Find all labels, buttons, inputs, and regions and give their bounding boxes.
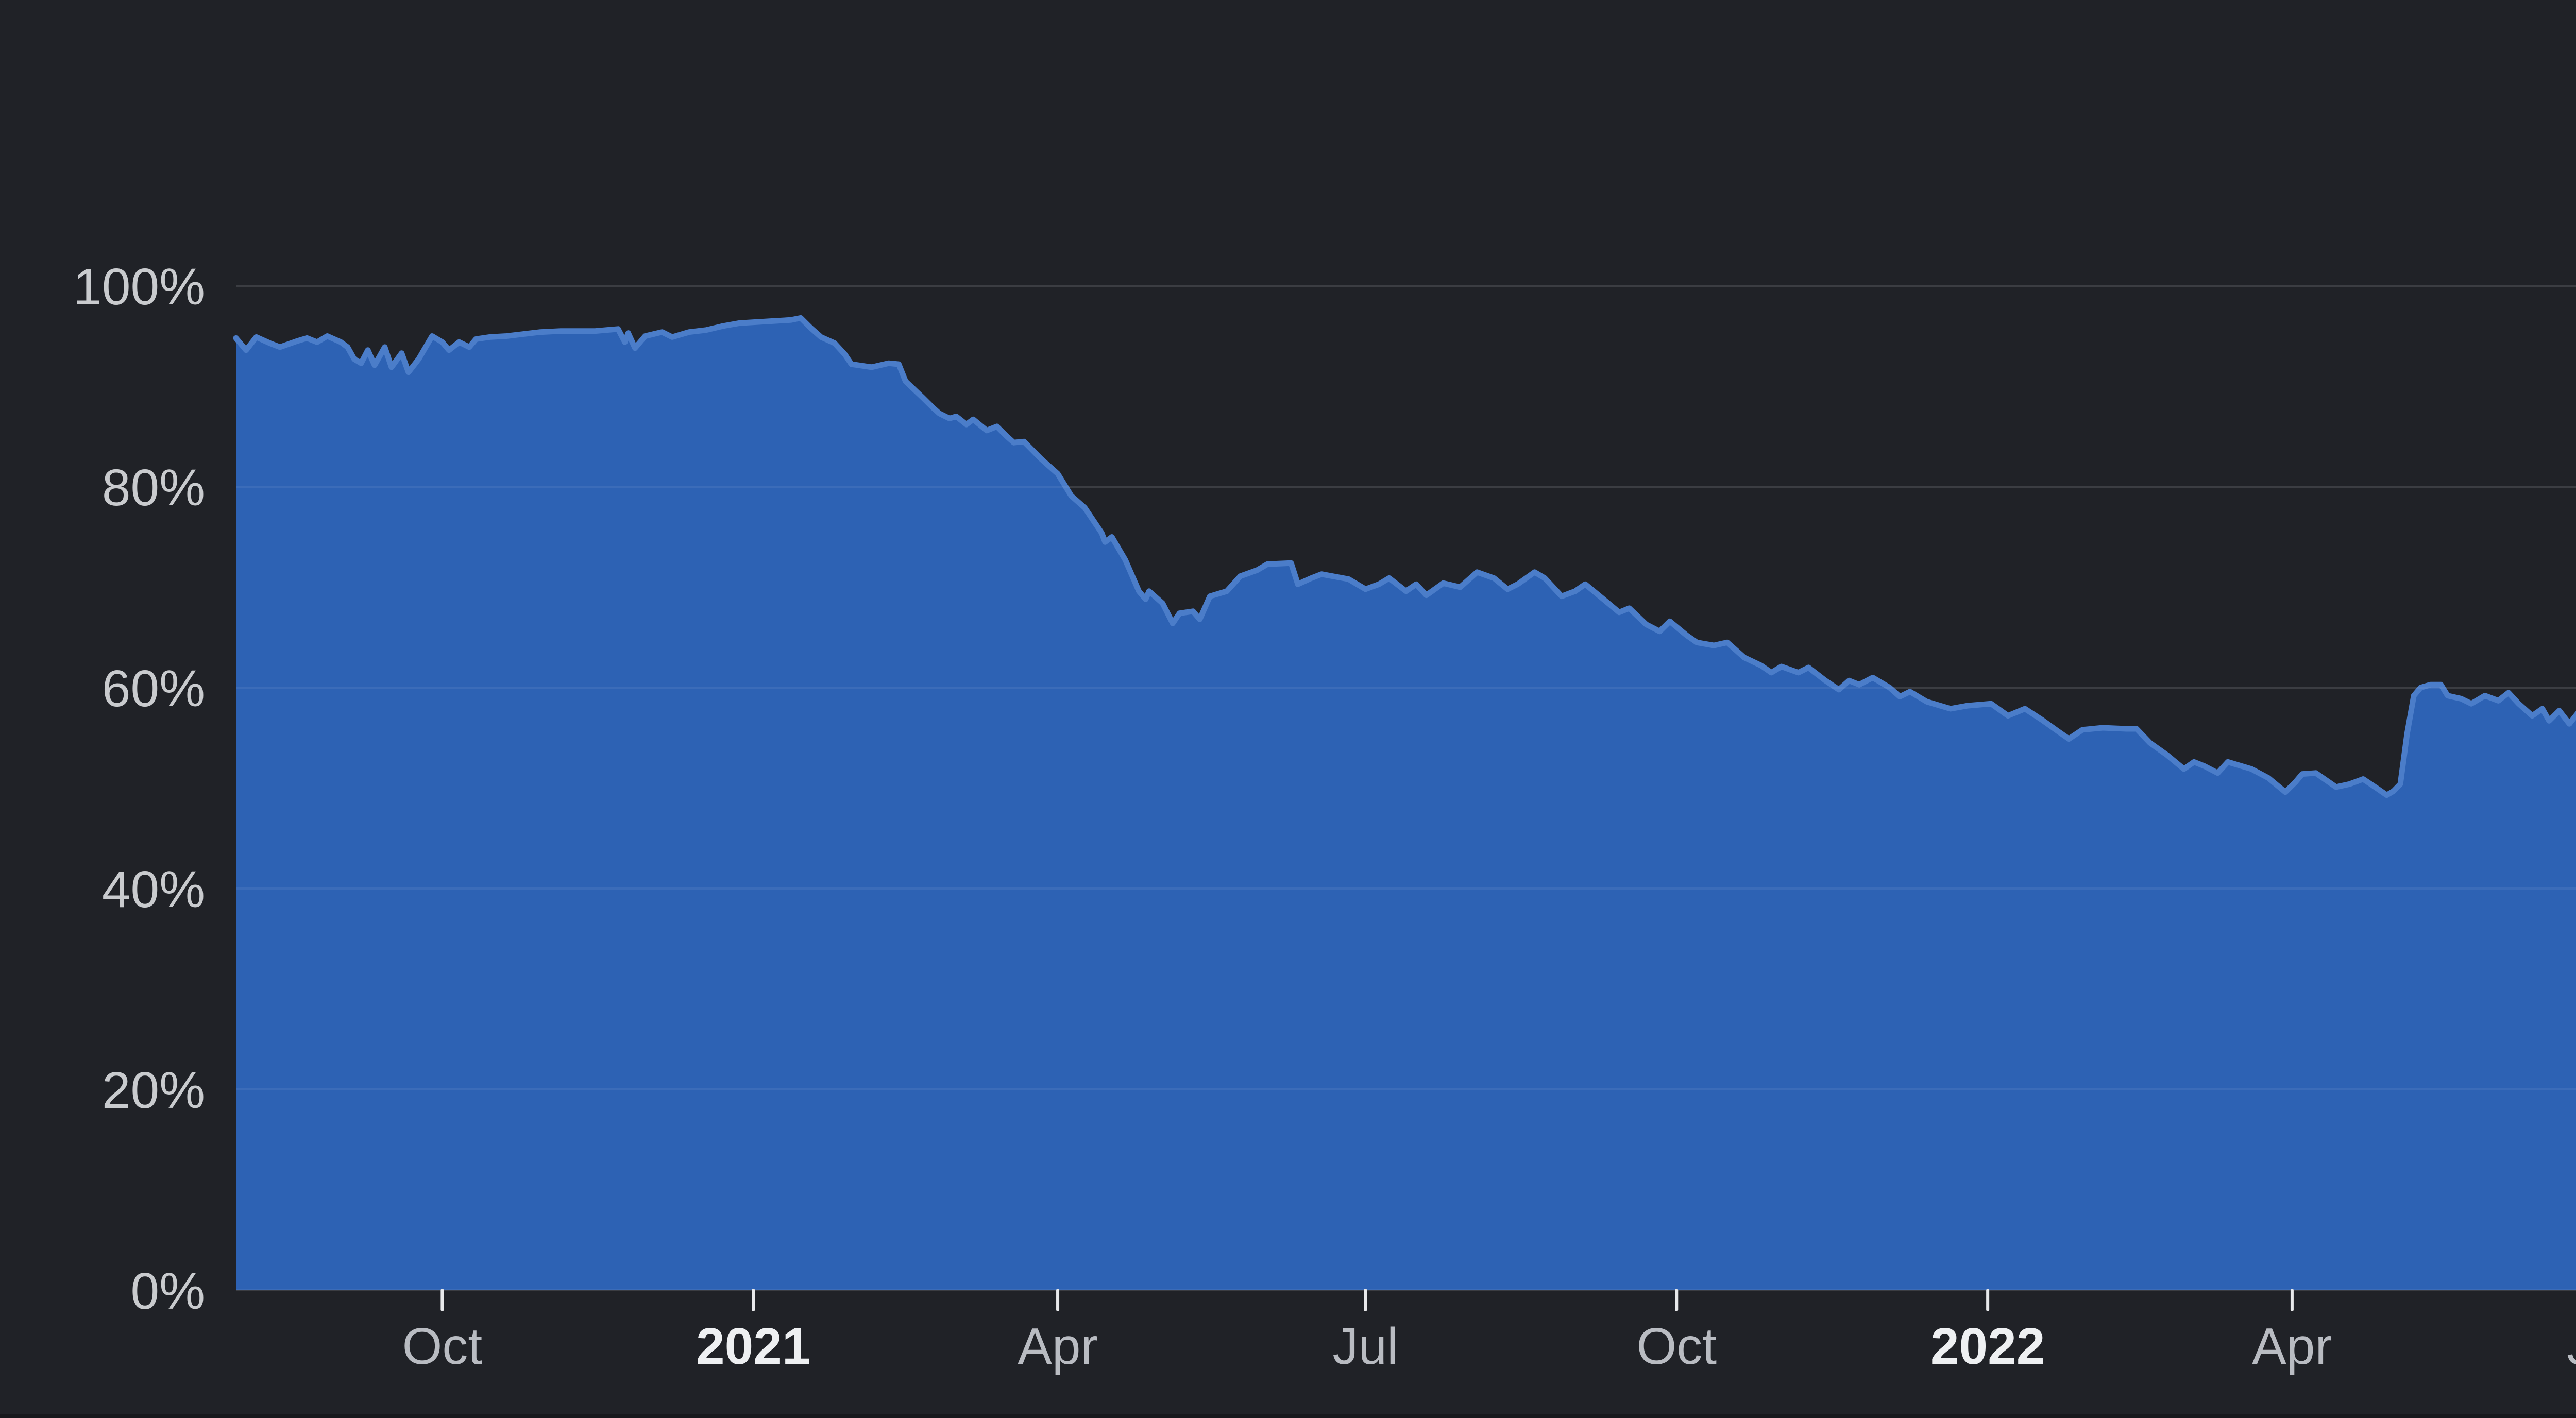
y-axis-label-40: 40%	[102, 861, 205, 918]
x-axis-label-2022-5: 2022	[1930, 1318, 2045, 1375]
y-axis-label-20: 20%	[102, 1062, 205, 1119]
x-axis-label-apr-2: Apr	[1018, 1318, 1098, 1375]
x-axis-label-oct-0: Oct	[402, 1318, 483, 1375]
x-axis-label-jul-7: Jul	[2567, 1318, 2576, 1375]
y-axis-label-80: 80%	[102, 459, 205, 517]
x-axis: Oct2021AprJulOct2022AprJulOct2023	[402, 1289, 2576, 1375]
window-bottom-edge	[0, 1414, 2576, 1418]
series-area-fill[interactable]	[236, 318, 2576, 1290]
y-axis-label-0: 0%	[130, 1262, 205, 1320]
y-axis-label-60: 60%	[102, 660, 205, 717]
x-axis-label-apr-6: Apr	[2252, 1318, 2332, 1375]
y-axis-labels: 0% 20% 40% 60% 80% 100%	[73, 258, 205, 1320]
gridlines-overlay	[236, 285, 2576, 1291]
x-axis-label-oct-4: Oct	[1636, 1318, 1717, 1375]
x-axis-label-2021-1: 2021	[696, 1318, 810, 1375]
y-axis-label-100: 100%	[73, 258, 205, 316]
series-area[interactable]	[233, 315, 2576, 1290]
series-line[interactable]	[233, 315, 2576, 798]
x-axis-label-jul-3: Jul	[1332, 1318, 1398, 1375]
